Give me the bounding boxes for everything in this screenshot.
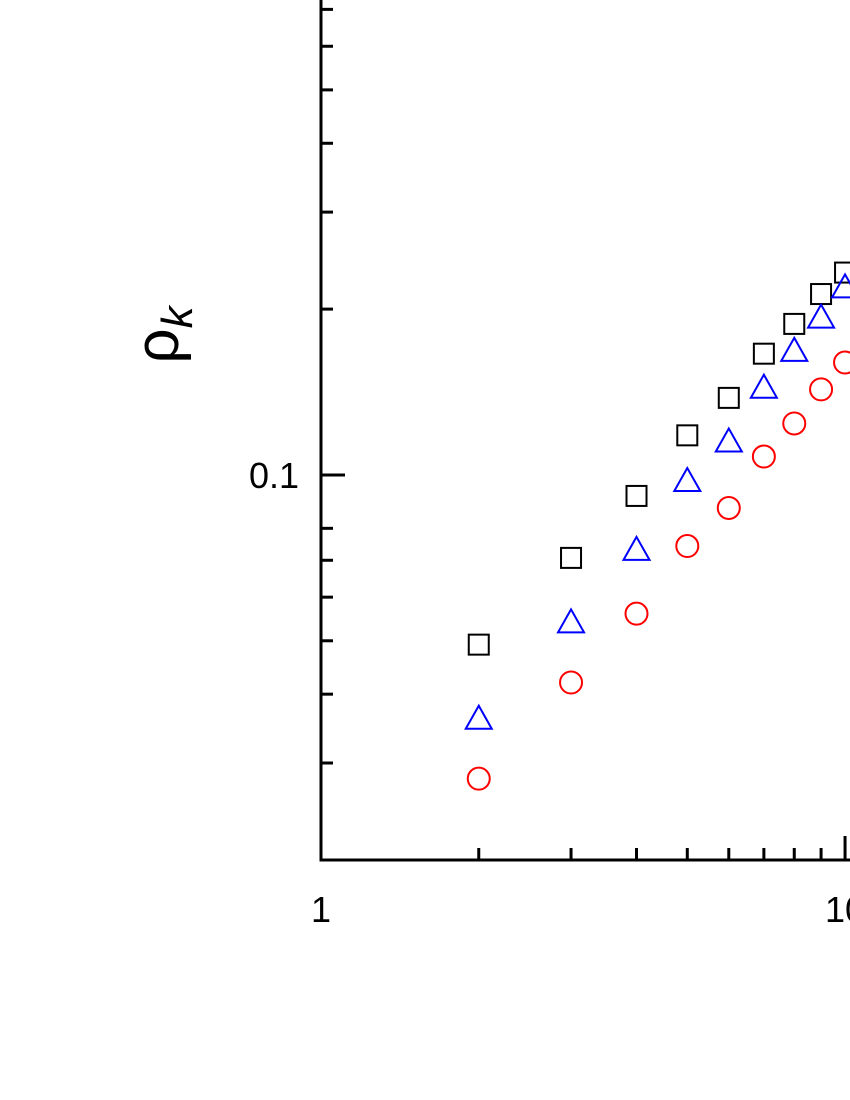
circle-marker bbox=[716, 495, 741, 520]
square-marker bbox=[834, 261, 850, 284]
triangle-marker bbox=[556, 607, 586, 634]
square-marker bbox=[560, 546, 583, 569]
triangle-marker bbox=[621, 534, 652, 561]
circle-marker bbox=[624, 601, 649, 626]
triangle-marker bbox=[749, 372, 779, 399]
x-tick-label: 10 bbox=[825, 889, 850, 930]
x-tick-label: 1 bbox=[311, 889, 331, 930]
square-marker bbox=[783, 312, 806, 335]
square-marker bbox=[752, 342, 775, 365]
triangle-marker bbox=[464, 703, 494, 730]
triangle-marker bbox=[830, 272, 850, 299]
square-marker bbox=[810, 283, 833, 306]
square-marker bbox=[676, 424, 699, 447]
circle-marker bbox=[675, 534, 700, 559]
circle-marker bbox=[751, 444, 776, 469]
y-label-symbol: ρ bbox=[123, 328, 192, 363]
y-axis-label: ρk bbox=[123, 304, 202, 363]
square-marker bbox=[717, 386, 740, 409]
circle-marker bbox=[559, 670, 584, 695]
y-label-subscript: k bbox=[153, 304, 202, 328]
triangle-marker bbox=[806, 302, 836, 329]
square-marker bbox=[467, 633, 490, 656]
triangle-marker bbox=[714, 426, 744, 453]
triangle-marker bbox=[672, 465, 703, 492]
circle-marker bbox=[466, 766, 491, 791]
square-marker bbox=[625, 484, 648, 507]
circle-marker bbox=[782, 411, 807, 436]
circle-marker bbox=[833, 350, 850, 375]
triangle-marker bbox=[779, 335, 809, 362]
circle-marker bbox=[809, 377, 834, 402]
y-tick-label: 0.1 bbox=[249, 455, 299, 496]
